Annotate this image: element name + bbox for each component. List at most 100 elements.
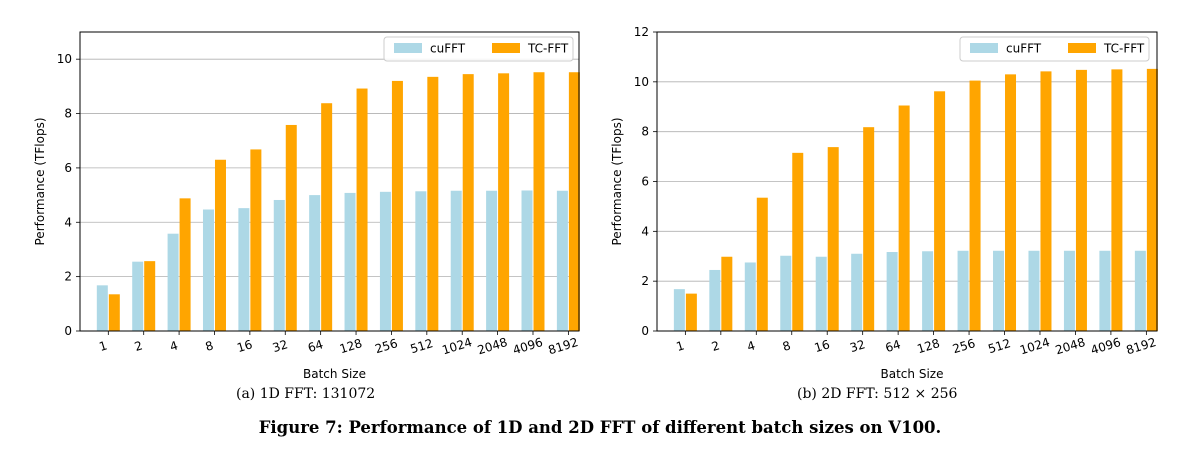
legend-box: [959, 36, 1150, 62]
x-tick-label-1024: 1024: [1018, 335, 1051, 357]
cufft-bar-512: [993, 250, 1005, 331]
cufft-bar-1024: [1028, 250, 1040, 331]
cufft-bar-2: [709, 269, 721, 331]
tcfft-bar-64: [321, 103, 333, 331]
legend-swatch-tcfft: [1068, 43, 1096, 53]
subcaption-a: (a) 1D FFT: 131072: [236, 386, 376, 402]
x-tick-label-32: 32: [848, 337, 867, 355]
cufft-bar-512: [415, 191, 427, 331]
tcfft-bar-8192: [1146, 68, 1158, 332]
tcfft-bar-128: [356, 88, 368, 332]
tcfft-bar-512: [1005, 74, 1017, 331]
x-tick-label-2048: 2048: [1054, 335, 1087, 357]
x-tick-label-2: 2: [710, 338, 721, 354]
y-tick-label: 10: [634, 75, 649, 89]
x-axis-label: Batch Size: [881, 367, 944, 381]
tcfft-bar-16: [827, 147, 839, 331]
x-tick-label-512: 512: [986, 336, 1012, 356]
figure-caption: Figure 7: Performance of 1D and 2D FFT o…: [258, 418, 942, 437]
x-tick-label-128: 128: [915, 336, 941, 356]
x-tick-label-32: 32: [271, 337, 290, 355]
x-tick-label-8192: 8192: [547, 335, 580, 357]
cufft-bar-256: [379, 191, 391, 331]
x-tick-label-4: 4: [168, 338, 179, 354]
x-tick-label-8: 8: [781, 338, 792, 354]
cufft-bar-4096: [521, 190, 533, 331]
y-tick-label: 4: [64, 215, 72, 229]
cufft-bar-64: [309, 195, 321, 331]
cufft-bar-64: [886, 252, 898, 331]
tcfft-bar-1024: [1040, 71, 1052, 331]
tcfft-bar-32: [285, 124, 297, 331]
y-tick-label: 6: [641, 175, 649, 189]
tcfft-bar-2048: [1075, 69, 1087, 331]
x-tick-label-8192: 8192: [1125, 335, 1158, 357]
cufft-bar-256: [957, 250, 969, 331]
tcfft-bar-1: [108, 294, 120, 331]
legend: cuFFT TC-FFT: [959, 36, 1150, 62]
x-tick-label-128: 128: [338, 336, 364, 356]
cufft-bar-32: [273, 199, 285, 331]
x-tick-label-4096: 4096: [511, 335, 544, 357]
tcfft-bar-8: [214, 159, 226, 331]
tcfft-bar-256: [969, 80, 981, 332]
cufft-bar-2: [132, 261, 144, 331]
y-tick-label: 4: [641, 224, 649, 238]
legend-label-tcfft: TC-FFT: [1103, 42, 1145, 56]
tcfft-bar-2: [721, 256, 733, 331]
cufft-bar-4: [744, 262, 756, 331]
cufft-bar-32: [851, 253, 863, 331]
y-tick-label: 2: [641, 274, 649, 288]
cufft-bar-8: [780, 255, 792, 331]
x-tick-label-2048: 2048: [476, 335, 509, 357]
y-tick-label: 8: [641, 125, 649, 139]
legend-swatch-cufft: [394, 43, 422, 53]
legend-label-cufft: cuFFT: [1006, 42, 1042, 56]
tcfft-bar-64: [898, 105, 910, 331]
tcfft-bar-1: [685, 293, 697, 331]
cufft-bar-1024: [450, 190, 462, 331]
cufft-bar-128: [922, 251, 934, 331]
cufft-bar-4096: [1099, 250, 1111, 331]
legend-swatch-cufft: [970, 43, 998, 53]
y-axis-label: Performance (TFlops): [33, 118, 47, 246]
cufft-bar-8192: [556, 190, 568, 331]
x-tick-label-512: 512: [409, 336, 435, 356]
y-tick-label: 6: [64, 161, 72, 175]
plot-frame: [656, 31, 1158, 332]
tcfft-bar-256: [391, 80, 403, 331]
x-tick-label-64: 64: [884, 337, 903, 355]
x-tick-label-4096: 4096: [1089, 335, 1122, 357]
legend: cuFFT TC-FFT: [383, 36, 574, 62]
cufft-bar-2048: [486, 190, 498, 331]
y-tick-label: 10: [57, 52, 72, 66]
cufft-bar-4: [167, 233, 179, 331]
tcfft-bar-8192: [568, 72, 580, 331]
tcfft-bar-16: [250, 149, 262, 331]
cufft-bar-1: [96, 285, 108, 331]
x-tick-label-64: 64: [306, 337, 325, 355]
cufft-bar-16: [815, 256, 827, 331]
tcfft-bar-4096: [533, 72, 545, 331]
tcfft-bar-32: [863, 127, 875, 331]
x-tick-label-4: 4: [745, 338, 756, 354]
tcfft-bar-512: [427, 76, 439, 331]
x-tick-label-16: 16: [235, 337, 254, 355]
y-tick-label: 2: [64, 270, 72, 284]
x-tick-label-16: 16: [813, 337, 832, 355]
plot-frame: [79, 31, 580, 332]
y-tick-label: 0: [64, 324, 72, 338]
tcfft-bar-2: [144, 261, 156, 331]
y-tick-label: 0: [641, 324, 649, 338]
legend-swatch-tcfft: [492, 43, 520, 53]
x-tick-label-256: 256: [373, 336, 399, 356]
y-tick-label: 12: [634, 25, 649, 39]
tcfft-bar-2048: [498, 73, 510, 332]
y-tick-label: 8: [64, 107, 72, 121]
x-tick-label-1: 1: [674, 338, 685, 354]
cufft-bar-8192: [1134, 250, 1146, 331]
x-tick-label-2: 2: [133, 338, 144, 354]
legend-label-cufft: cuFFT: [430, 42, 466, 56]
